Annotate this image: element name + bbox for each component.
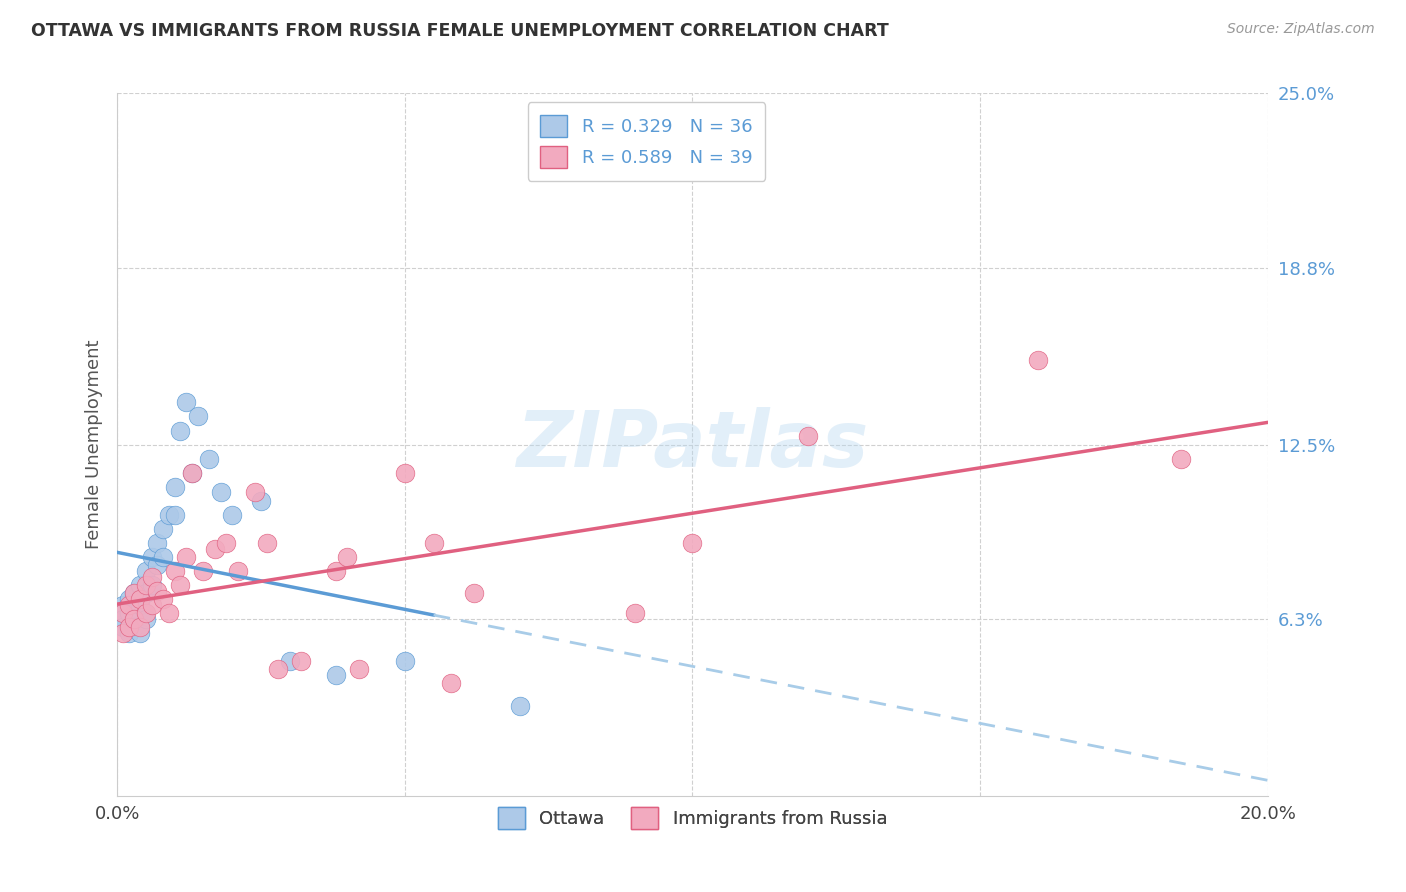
Point xyxy=(118,620,141,634)
Point xyxy=(135,578,157,592)
Point xyxy=(157,606,180,620)
Point xyxy=(336,549,359,564)
Point xyxy=(118,606,141,620)
Point xyxy=(198,451,221,466)
Point xyxy=(118,592,141,607)
Point xyxy=(181,466,204,480)
Point xyxy=(169,578,191,592)
Point xyxy=(118,625,141,640)
Point xyxy=(181,466,204,480)
Point xyxy=(256,536,278,550)
Point xyxy=(146,558,169,573)
Point xyxy=(141,578,163,592)
Point xyxy=(250,493,273,508)
Point xyxy=(221,508,243,522)
Point xyxy=(215,536,238,550)
Point xyxy=(463,586,485,600)
Point xyxy=(290,654,312,668)
Point xyxy=(163,508,186,522)
Point xyxy=(129,578,152,592)
Point xyxy=(267,662,290,676)
Point xyxy=(422,536,444,550)
Point xyxy=(146,583,169,598)
Point xyxy=(209,485,232,500)
Point xyxy=(111,612,134,626)
Point xyxy=(135,606,157,620)
Point xyxy=(278,654,301,668)
Point xyxy=(124,612,146,626)
Point xyxy=(129,592,152,607)
Point xyxy=(124,586,146,600)
Point xyxy=(141,549,163,564)
Point xyxy=(394,654,416,668)
Point xyxy=(1026,353,1049,368)
Point xyxy=(169,424,191,438)
Point xyxy=(124,606,146,620)
Point xyxy=(111,620,134,634)
Point xyxy=(163,564,186,578)
Point xyxy=(129,625,152,640)
Point xyxy=(152,592,174,607)
Point xyxy=(152,549,174,564)
Point xyxy=(187,409,209,424)
Point xyxy=(141,569,163,583)
Point xyxy=(394,466,416,480)
Point xyxy=(111,598,134,612)
Point xyxy=(245,485,267,500)
Text: Source: ZipAtlas.com: Source: ZipAtlas.com xyxy=(1227,22,1375,37)
Point xyxy=(325,668,347,682)
Point xyxy=(152,522,174,536)
Point xyxy=(124,620,146,634)
Point xyxy=(135,612,157,626)
Point xyxy=(124,586,146,600)
Point xyxy=(509,698,531,713)
Point xyxy=(135,564,157,578)
Point xyxy=(129,620,152,634)
Y-axis label: Female Unemployment: Female Unemployment xyxy=(86,340,103,549)
Text: ZIPatlas: ZIPatlas xyxy=(516,407,869,483)
Point xyxy=(146,536,169,550)
Text: OTTAWA VS IMMIGRANTS FROM RUSSIA FEMALE UNEMPLOYMENT CORRELATION CHART: OTTAWA VS IMMIGRANTS FROM RUSSIA FEMALE … xyxy=(31,22,889,40)
Point xyxy=(141,598,163,612)
Point xyxy=(226,564,249,578)
Point xyxy=(129,598,152,612)
Point xyxy=(157,508,180,522)
Point xyxy=(624,606,647,620)
Legend: Ottawa, Immigrants from Russia: Ottawa, Immigrants from Russia xyxy=(491,799,894,836)
Point xyxy=(174,395,197,409)
Point xyxy=(111,606,134,620)
Point xyxy=(682,536,704,550)
Point xyxy=(193,564,215,578)
Point xyxy=(347,662,370,676)
Point xyxy=(796,429,818,443)
Point xyxy=(135,586,157,600)
Point xyxy=(440,676,463,690)
Point xyxy=(174,549,197,564)
Point xyxy=(163,480,186,494)
Point xyxy=(325,564,347,578)
Point xyxy=(1170,451,1192,466)
Point xyxy=(204,541,226,556)
Point xyxy=(118,598,141,612)
Point xyxy=(111,625,134,640)
